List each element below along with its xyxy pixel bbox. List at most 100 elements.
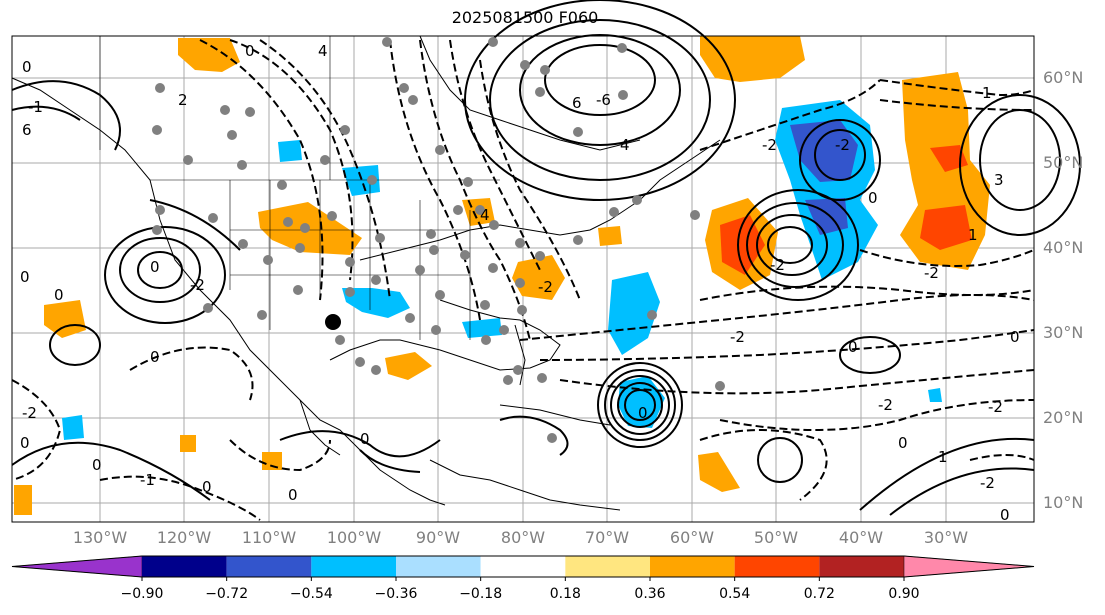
fill-cyan-small-east bbox=[928, 388, 942, 402]
contour-east-1 bbox=[879, 79, 1035, 97]
contour-high-1 bbox=[544, 44, 656, 116]
contour-sw-pac bbox=[11, 441, 211, 501]
contour-label: -2 bbox=[730, 328, 745, 346]
colorbar-segment bbox=[311, 556, 396, 577]
contour-east-4 bbox=[859, 249, 1035, 267]
lon-label-30w: 30°W bbox=[923, 528, 969, 547]
colorbar-segment bbox=[819, 556, 904, 577]
colorbar-tick-label: 0.54 bbox=[719, 586, 751, 602]
contour-pac-small bbox=[49, 324, 101, 366]
contour-label-group: 0 -1 6 2 0 4 6 -6 4 -2 -2 0 1 3 1 -2 0 -… bbox=[20, 42, 1020, 524]
colorbar-segment bbox=[142, 556, 227, 577]
contour-label: 0 bbox=[288, 486, 298, 504]
fill-cyan-dakotas bbox=[342, 165, 380, 196]
contour-zero-3 bbox=[499, 415, 569, 456]
contour-ne-high-2 bbox=[959, 94, 1081, 236]
contour-trough-1 bbox=[419, 39, 531, 341]
fill-orange-small-4 bbox=[14, 485, 32, 515]
colorbar-tick-label: −0.90 bbox=[120, 586, 164, 602]
contours-dashed bbox=[11, 39, 1035, 521]
contour-zero-2 bbox=[279, 430, 441, 458]
contour-label: 0 bbox=[54, 286, 64, 304]
colorbar-tick-label: 0.72 bbox=[803, 586, 835, 602]
colorbar-tick-label: −0.72 bbox=[205, 586, 249, 602]
contour-label: -1 bbox=[140, 471, 155, 489]
colorbar-tick-label: 0.18 bbox=[549, 586, 581, 602]
contour-low-atl-3 bbox=[746, 202, 844, 288]
contour-nw bbox=[11, 80, 121, 151]
contour-label: 4 bbox=[620, 136, 630, 154]
lon-label-80w: 80°W bbox=[500, 528, 546, 547]
contour-label: 1 bbox=[982, 84, 992, 102]
contour-label: 0 bbox=[1010, 328, 1020, 346]
contour-label: -2 bbox=[878, 396, 893, 414]
contour-high-3 bbox=[489, 19, 711, 181]
contour-high-4 bbox=[464, 0, 736, 201]
colorbar-extend-low bbox=[11, 555, 143, 578]
contour-label: -2 bbox=[762, 136, 777, 154]
lon-label-100w: 100°W bbox=[326, 528, 382, 547]
fill-orange-small-2 bbox=[598, 226, 622, 246]
lon-label-90w: 90°W bbox=[415, 528, 461, 547]
lon-label-110w: 110°W bbox=[241, 528, 297, 547]
lon-label-130w: 130°W bbox=[72, 528, 128, 547]
contour-hurr-3 bbox=[610, 375, 670, 435]
contour-west-3 bbox=[199, 39, 324, 301]
contour-atl-5 bbox=[719, 399, 1035, 431]
colorbar-segment bbox=[226, 556, 312, 577]
lat-label-20n: 20°N bbox=[1043, 408, 1084, 427]
colorbar-segment bbox=[565, 556, 650, 577]
contour-label: -2 bbox=[538, 278, 553, 296]
contour-sw-2 bbox=[11, 379, 62, 481]
contour-low-atl-2 bbox=[756, 214, 828, 276]
contour-label: -2 bbox=[770, 256, 785, 274]
contour-label: 1 bbox=[968, 226, 978, 244]
contour-label: -2 bbox=[980, 474, 995, 492]
contour-label: 6 bbox=[22, 121, 32, 139]
fill-cyan-pnw bbox=[278, 140, 302, 162]
contour-carib bbox=[757, 437, 803, 483]
contour-mid-atl bbox=[839, 336, 901, 374]
fill-orange-small-5 bbox=[180, 435, 196, 452]
contour-nw-2 bbox=[11, 105, 81, 121]
colorbar-tick-label: −0.18 bbox=[459, 586, 503, 602]
contour-label: 0 bbox=[150, 258, 160, 276]
colorbar-segment bbox=[734, 556, 820, 577]
lon-label-50w: 50°W bbox=[753, 528, 799, 547]
contour-label: -6 bbox=[596, 91, 611, 109]
colorbar-segment bbox=[396, 556, 481, 577]
contour-label: 0 bbox=[202, 478, 212, 496]
contour-atl-3 bbox=[559, 369, 1035, 395]
fill-cyan-pacific bbox=[62, 415, 84, 440]
contour-hurr-2 bbox=[617, 382, 663, 428]
fill-orange-nw-canada bbox=[178, 38, 240, 72]
contour-trough-4 bbox=[479, 59, 581, 301]
lat-label-10n: 10°N bbox=[1043, 493, 1084, 512]
contour-hurr-4 bbox=[604, 369, 676, 441]
colorbar-tick-label: 0.90 bbox=[888, 586, 920, 602]
contour-pac-2 bbox=[119, 237, 201, 303]
contour-gulf bbox=[229, 439, 331, 472]
fill-orange-carolina bbox=[512, 255, 565, 300]
contour-sw-3 bbox=[99, 475, 261, 521]
fill-orange-small-3 bbox=[262, 452, 282, 470]
fill-orange-caribbean bbox=[698, 452, 740, 492]
anomaly-fills bbox=[14, 36, 990, 515]
lon-label-70w: 70°W bbox=[584, 528, 630, 547]
contour-label: 0 bbox=[92, 456, 102, 474]
contour-label: 0 bbox=[20, 434, 30, 452]
contour-atl-4 bbox=[699, 285, 1035, 301]
map-frame bbox=[11, 35, 1035, 523]
contour-pac-3 bbox=[104, 226, 226, 324]
observation-dots bbox=[152, 37, 725, 443]
lon-label-40w: 40°W bbox=[838, 528, 884, 547]
fill-orange-labrador bbox=[700, 36, 805, 82]
contour-west-2 bbox=[259, 39, 391, 301]
contour-trough-3 bbox=[449, 39, 541, 271]
contour-zero-1 bbox=[149, 199, 241, 251]
contour-label: 0 bbox=[868, 189, 878, 207]
fill-cyan-southeast bbox=[462, 318, 502, 338]
lon-label-120w: 120°W bbox=[156, 528, 212, 547]
contour-se-high-2 bbox=[889, 467, 1035, 516]
contour-low-atl-4 bbox=[737, 189, 859, 301]
